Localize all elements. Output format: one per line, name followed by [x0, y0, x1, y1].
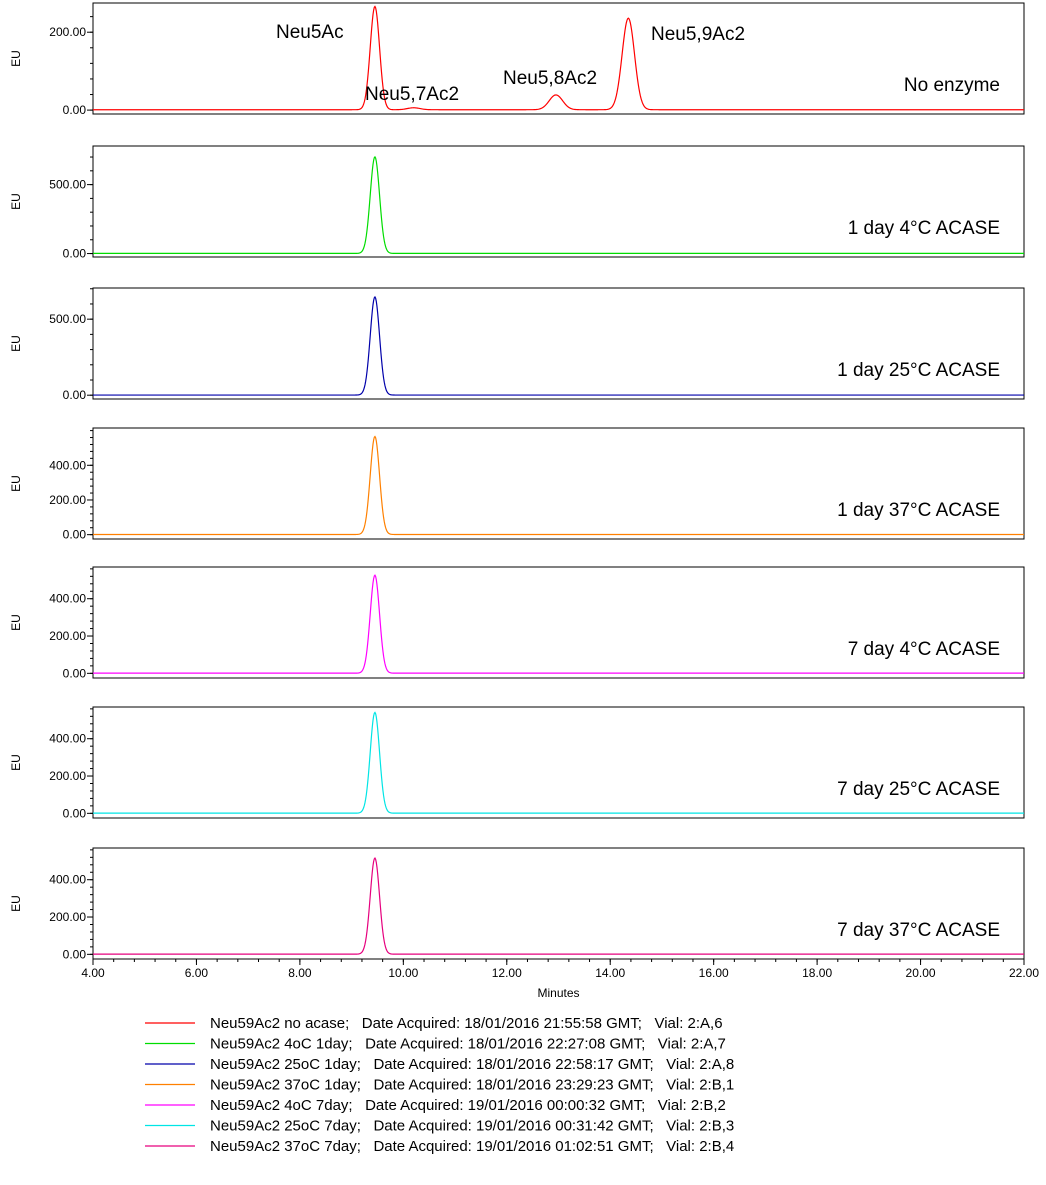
trace-line — [93, 574, 1024, 674]
peak-label: Neu5,9Ac2 — [651, 24, 745, 45]
y-tick-label: 0.00 — [63, 806, 87, 820]
y-axis-title: EU — [9, 614, 23, 631]
x-axis-title: Minutes — [537, 986, 579, 1000]
panel-condition-label: 1 day 4°C ACASE — [848, 218, 1000, 239]
peak-label: Neu5Ac — [276, 22, 344, 43]
y-axis-title: EU — [9, 475, 23, 492]
y-tick-label: 500.00 — [49, 312, 86, 326]
panel-condition-label: 7 day 37°C ACASE — [837, 920, 1000, 941]
y-axis-title: EU — [9, 50, 23, 67]
chromatogram-panel-5: 0.00 200.00 400.00 EU 7 day 4°C ACASE — [9, 566, 1025, 680]
chromatogram-panel-4: 0.00 200.00 400.00 EU 1 day 37°C ACASE — [9, 427, 1025, 542]
legend-entry: Neu59Ac2 25oC 7day; Date Acquired: 19/01… — [210, 1118, 734, 1135]
panel-condition-label: 7 day 25°C ACASE — [837, 779, 1000, 800]
chromatogram-panel-2: 0.00 500.00 EU 1 day 4°C ACASE — [9, 145, 1025, 261]
y-tick-label: 0.00 — [63, 388, 87, 402]
y-tick-label: 200.00 — [49, 629, 86, 643]
panel-frame — [92, 847, 1025, 960]
legend-entry: Neu59Ac2 37oC 7day; Date Acquired: 19/01… — [210, 1138, 734, 1155]
x-tick-label: 14.00 — [595, 966, 625, 980]
y-tick-label: 400.00 — [49, 592, 86, 606]
y-tick-label: 0.00 — [63, 528, 87, 542]
trace-line — [93, 435, 1024, 536]
chromatogram-panel-6: 0.00 200.00 400.00 EU 7 day 25°C ACASE — [9, 706, 1025, 820]
panel-frame — [92, 706, 1025, 819]
panel-frame — [92, 2, 1025, 115]
x-tick-label: 12.00 — [492, 966, 522, 980]
x-tick-label: 8.00 — [288, 966, 312, 980]
x-tick-label: 4.00 — [81, 966, 105, 980]
y-axis-title: EU — [9, 193, 23, 210]
chromatogram-panel-7: 0.00 200.00 400.00 EU 7 day 37°C ACASE — [9, 847, 1025, 961]
y-tick-label: 0.00 — [63, 103, 87, 117]
x-tick-label: 20.00 — [906, 966, 936, 980]
peak-label: Neu5,7Ac2 — [365, 84, 459, 105]
chromatogram-panel-3: 0.00 500.00 EU 1 day 25°C ACASE — [9, 287, 1025, 402]
chromatogram-panel-1: 0.00 200.00 EU Neu5Ac Neu5,7Ac2 Neu5,8Ac2 Neu5… — [9, 2, 1025, 117]
x-tick-label: 18.00 — [802, 966, 832, 980]
x-tick-label: 22.00 — [1009, 966, 1039, 980]
trace-line — [93, 711, 1024, 814]
panel-frame — [92, 427, 1025, 540]
x-axis: 4.00 6.00 8.00 10.00 12.00 14.00 16.00 18.00 20.… — [81, 959, 1039, 1000]
y-axis-title: EU — [9, 895, 23, 912]
y-tick-label: 200.00 — [49, 25, 86, 39]
legend-entry: Neu59Ac2 25oC 1day; Date Acquired: 18/01… — [210, 1056, 734, 1073]
y-tick-label: 0.00 — [63, 666, 87, 680]
panel-condition-label: 1 day 37°C ACASE — [837, 500, 1000, 521]
y-tick-label: 500.00 — [49, 178, 86, 192]
trace-line — [93, 155, 1024, 255]
legend-entry: Neu59Ac2 4oC 7day; Date Acquired: 19/01/… — [210, 1097, 726, 1114]
y-tick-label: 200.00 — [49, 769, 86, 783]
y-tick-label: 0.00 — [63, 947, 87, 961]
panel-frame — [92, 287, 1025, 400]
y-axis-title: EU — [9, 754, 23, 771]
panel-condition-label: No enzyme — [904, 75, 1000, 96]
y-tick-label: 200.00 — [49, 493, 86, 507]
panel-condition-label: 1 day 25°C ACASE — [837, 360, 1000, 381]
panel-condition-label: 7 day 4°C ACASE — [848, 639, 1000, 660]
legend-entry: Neu59Ac2 no acase; Date Acquired: 18/01/… — [210, 1015, 723, 1032]
panel-frame — [92, 566, 1025, 679]
y-tick-label: 400.00 — [49, 873, 86, 887]
trace-line — [93, 857, 1024, 955]
x-tick-label: 16.00 — [699, 966, 729, 980]
legend-entry: Neu59Ac2 4oC 1day; Date Acquired: 18/01/… — [210, 1036, 726, 1053]
panel-frame — [92, 145, 1025, 258]
peak-label: Neu5,8Ac2 — [503, 68, 597, 89]
trace-line — [93, 5, 1024, 111]
y-tick-label: 200.00 — [49, 910, 86, 924]
y-tick-label: 0.00 — [63, 247, 87, 261]
y-tick-label: 400.00 — [49, 458, 86, 472]
x-tick-label: 6.00 — [185, 966, 209, 980]
y-axis-title: EU — [9, 335, 23, 352]
x-tick-label: 10.00 — [388, 966, 418, 980]
legend-entry: Neu59Ac2 37oC 1day; Date Acquired: 18/01… — [210, 1077, 734, 1094]
trace-line — [93, 295, 1024, 396]
y-tick-label: 400.00 — [49, 732, 86, 746]
legend: Neu59Ac2 no acase; Date Acquired: 18/01/… — [145, 1015, 734, 1155]
